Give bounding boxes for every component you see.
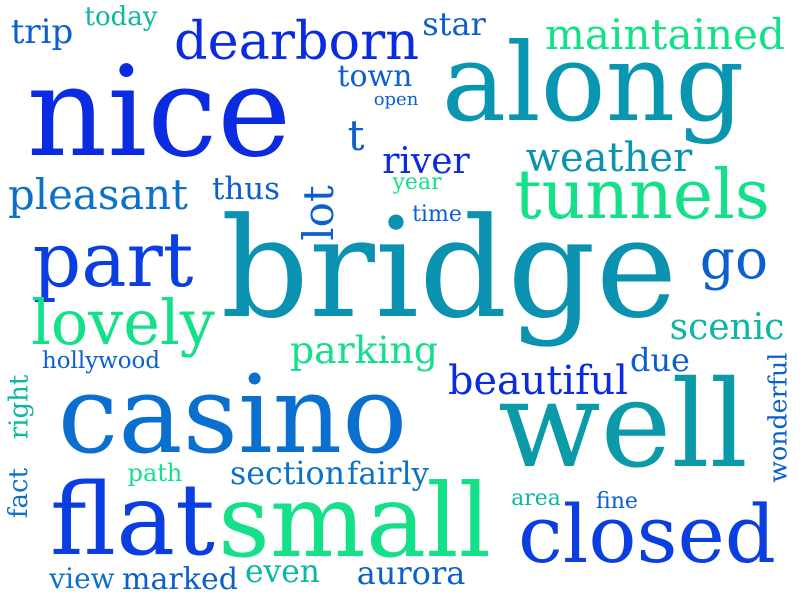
word-scenic: scenic	[669, 307, 785, 348]
word-wonderful: wonderful	[763, 353, 793, 483]
word-well: well	[498, 356, 748, 496]
word-marked: marked	[122, 562, 238, 597]
word-year: year	[392, 170, 442, 195]
word-thus: thus	[212, 170, 280, 207]
word-view: view	[49, 562, 115, 595]
word-casino: casino	[57, 353, 408, 478]
word-flat: flat	[50, 462, 215, 578]
word-small: small	[218, 462, 491, 581]
word-right: right	[4, 374, 34, 440]
word-fairly: fairly	[347, 455, 429, 492]
word-area: area	[511, 486, 561, 511]
word-bridge: bridge	[220, 188, 678, 349]
word-beautiful: beautiful	[448, 358, 628, 405]
word-path: path	[127, 459, 183, 487]
word-go: go	[699, 227, 769, 291]
word-dearborn: dearborn	[174, 11, 419, 73]
word-aurora: aurora	[356, 554, 466, 592]
word-lot: lot	[293, 185, 343, 241]
word-river: river	[382, 141, 470, 182]
word-trip: trip	[10, 12, 74, 52]
word-section: section	[230, 456, 346, 493]
word-nice: nice	[26, 40, 292, 185]
word-today: today	[84, 2, 158, 32]
word-maintained: maintained	[545, 10, 785, 59]
word-pleasant: pleasant	[8, 170, 188, 220]
word-t: t	[347, 111, 365, 160]
word-due: due	[630, 341, 690, 379]
word-star: star	[422, 5, 486, 43]
word-closed: closed	[518, 487, 776, 581]
word-tunnels: tunnels	[514, 156, 770, 235]
word-weather: weather	[525, 135, 693, 181]
word-open: open	[373, 89, 419, 110]
word-hollywood: hollywood	[42, 347, 160, 374]
word-even: even	[245, 554, 320, 591]
word-part: part	[32, 215, 194, 304]
word-along: along	[441, 21, 745, 146]
word-lovely: lovely	[31, 286, 215, 359]
word-parking: parking	[290, 328, 438, 373]
word-time: time	[412, 202, 462, 227]
word-fine: fine	[596, 489, 638, 514]
word-fact: fact	[3, 467, 34, 519]
word-town: town	[337, 59, 413, 94]
